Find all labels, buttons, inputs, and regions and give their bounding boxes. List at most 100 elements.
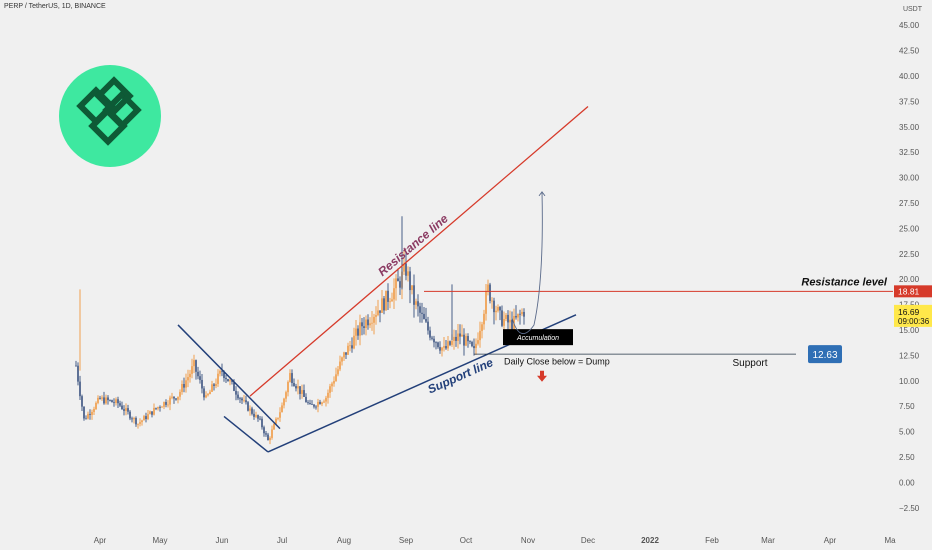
- x-tick-label: Ma: [884, 536, 896, 545]
- candle-body: [243, 400, 245, 402]
- candle: [497, 304, 499, 313]
- candle-body: [151, 411, 153, 415]
- candle-body: [229, 380, 231, 382]
- candle: [157, 406, 159, 411]
- perp-logo: [59, 65, 161, 167]
- candle-body: [197, 371, 199, 377]
- candle-body: [117, 399, 119, 404]
- candle-body: [425, 319, 427, 322]
- candle-body: [515, 315, 517, 318]
- candle-body: [295, 386, 297, 389]
- candle-body: [285, 392, 287, 399]
- x-tick-label: Feb: [705, 536, 719, 545]
- candle: [105, 394, 107, 405]
- candle: [307, 400, 309, 405]
- candle-body: [107, 397, 109, 401]
- candle-body: [157, 406, 159, 409]
- candle-body: [275, 418, 277, 424]
- candle: [421, 302, 423, 323]
- candle-body: [313, 404, 315, 407]
- y-tick-label: 30.00: [899, 174, 920, 183]
- candle-body: [139, 422, 141, 424]
- resistance-trend-line: [249, 106, 589, 397]
- candle: [151, 411, 153, 418]
- candle-body: [465, 336, 467, 346]
- candle: [515, 305, 517, 320]
- candle-body: [377, 310, 379, 316]
- candle-body: [199, 376, 201, 380]
- candle-body: [449, 341, 451, 345]
- candle: [411, 285, 413, 295]
- candle-body: [81, 396, 83, 407]
- x-tick-label: 2022: [641, 536, 659, 545]
- candle-body: [287, 381, 289, 393]
- candle-body: [307, 402, 309, 404]
- candle-body: [355, 328, 357, 336]
- candle: [265, 431, 267, 437]
- candle: [361, 317, 363, 336]
- support-line-label: Support line: [426, 355, 496, 396]
- candle: [375, 306, 377, 325]
- candle: [159, 405, 161, 412]
- candle: [133, 416, 135, 424]
- candle: [383, 295, 385, 315]
- candle: [461, 324, 463, 337]
- candle-body: [135, 418, 137, 425]
- candle: [99, 395, 101, 400]
- candle-body: [489, 284, 491, 301]
- candle-body: [393, 288, 395, 300]
- resistance-level-label: Resistance level: [801, 276, 888, 288]
- candle-body: [95, 402, 97, 410]
- candle: [91, 409, 93, 420]
- candle: [195, 359, 197, 380]
- candle: [487, 279, 489, 296]
- candle: [475, 338, 477, 355]
- candle: [119, 400, 121, 408]
- candle: [305, 393, 307, 403]
- candle: [397, 268, 399, 282]
- candle-body: [255, 415, 257, 417]
- candle: [325, 395, 327, 407]
- candle-body: [433, 338, 435, 343]
- candle: [79, 375, 81, 400]
- candle: [205, 391, 207, 399]
- candle-body: [91, 411, 93, 415]
- candle-body: [203, 388, 205, 398]
- candle: [107, 395, 109, 405]
- candle: [169, 395, 171, 411]
- candle-body: [391, 299, 393, 302]
- candle-body: [327, 392, 329, 398]
- candle-body: [277, 417, 279, 419]
- candle-body: [431, 337, 433, 339]
- candle: [155, 407, 157, 411]
- candle: [433, 335, 435, 348]
- candle-body: [341, 357, 343, 362]
- candle-body: [257, 415, 259, 419]
- candle-body: [303, 390, 305, 397]
- resistance-level-badge-text: 18.81: [898, 286, 920, 296]
- candle: [209, 389, 211, 395]
- candle: [261, 416, 263, 430]
- candle: [127, 404, 129, 415]
- candle: [255, 411, 257, 419]
- candle-body: [79, 381, 81, 397]
- candle: [317, 398, 319, 413]
- candle-body: [447, 341, 449, 349]
- candle: [271, 425, 273, 440]
- candle: [427, 316, 429, 335]
- candle: [327, 389, 329, 404]
- candle: [517, 313, 519, 322]
- candle-body: [267, 434, 269, 441]
- candle-body: [219, 370, 221, 374]
- candle: [147, 409, 149, 421]
- candle-body: [137, 423, 139, 425]
- candle: [93, 406, 95, 415]
- candle: [203, 386, 205, 401]
- candle-body: [505, 314, 507, 319]
- candle-body: [507, 314, 509, 323]
- candle-body: [375, 315, 377, 317]
- candle-body: [369, 323, 371, 326]
- price-unit: USDT: [902, 6, 922, 13]
- candle: [163, 401, 165, 410]
